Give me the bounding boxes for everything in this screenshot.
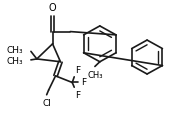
Text: F: F (75, 90, 80, 99)
Text: CH₃: CH₃ (87, 71, 103, 80)
Text: O: O (49, 3, 56, 13)
Text: F: F (81, 77, 86, 86)
Text: CH₃: CH₃ (6, 57, 23, 66)
Text: Cl: Cl (42, 98, 51, 107)
Text: CH₃: CH₃ (6, 46, 23, 55)
Text: F: F (75, 65, 80, 74)
